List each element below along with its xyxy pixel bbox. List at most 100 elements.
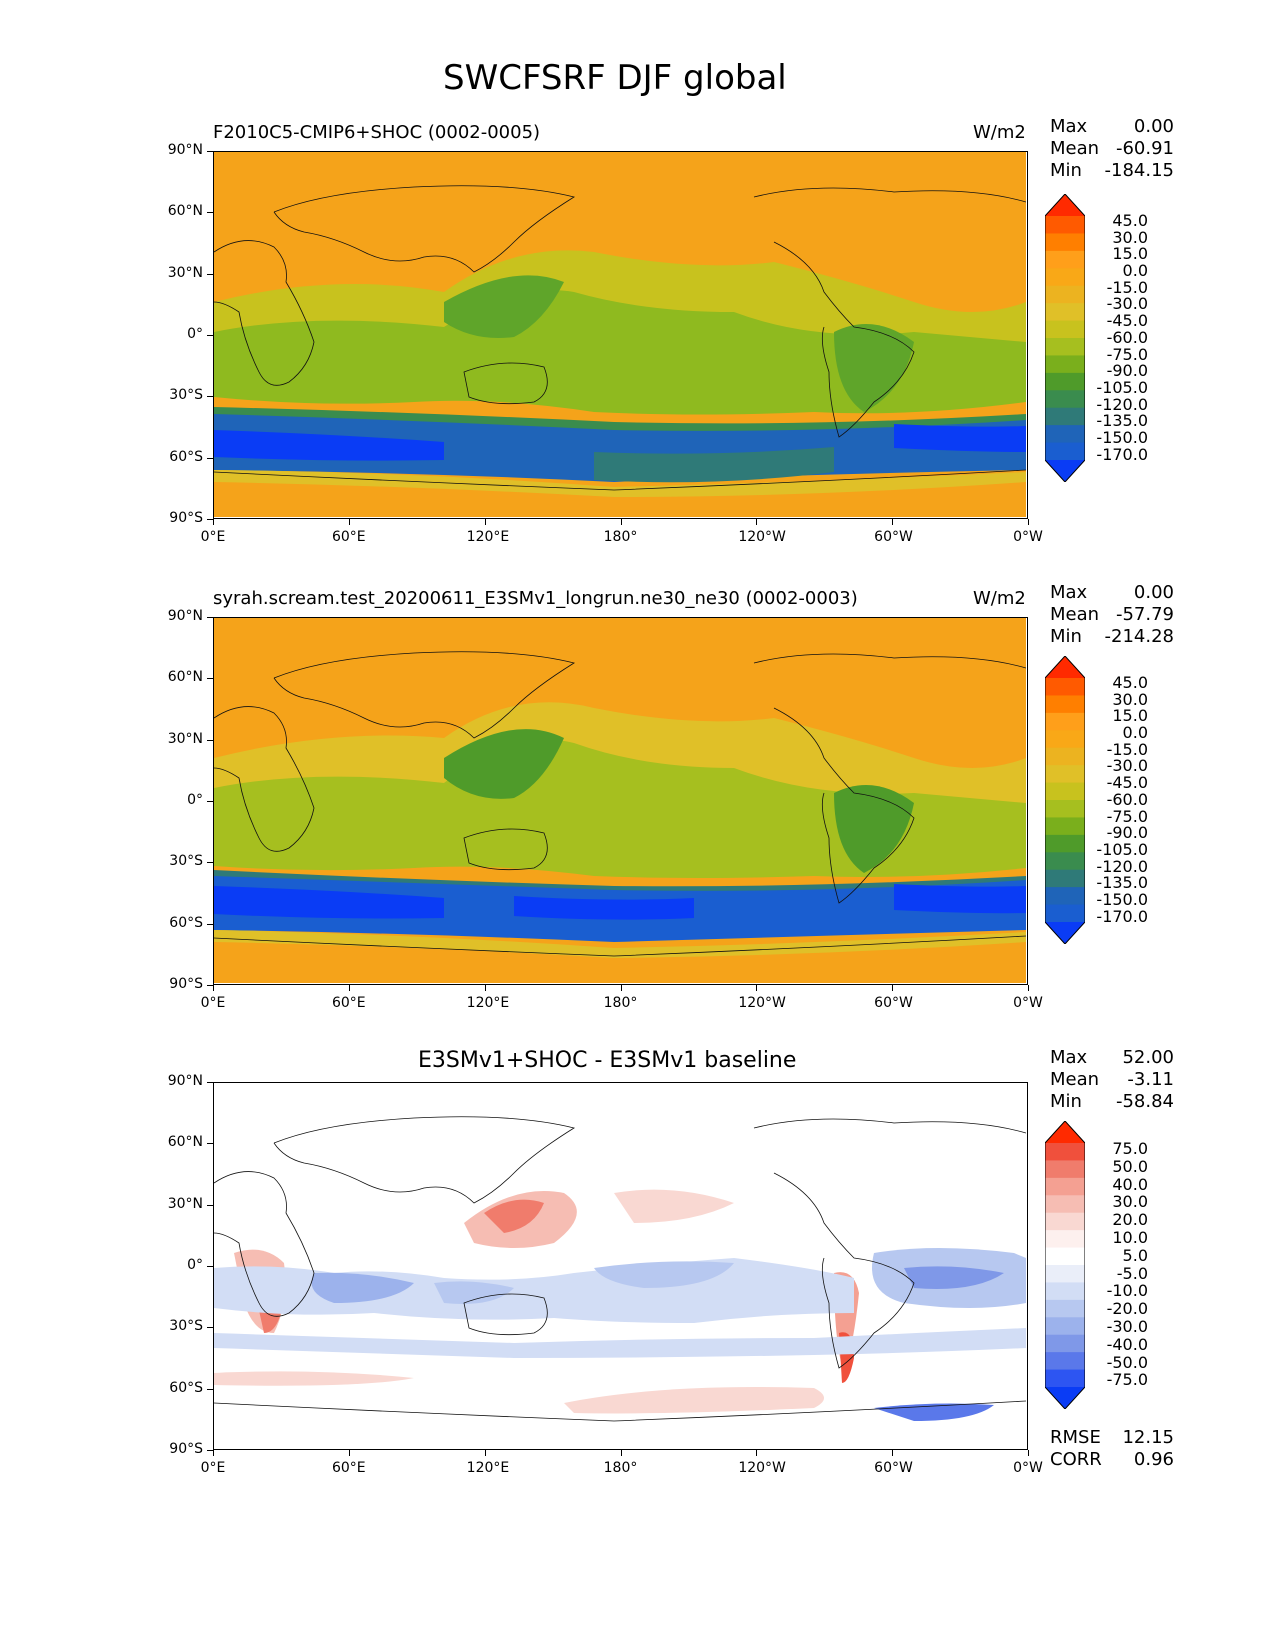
panel1-colorbar — [1044, 193, 1086, 483]
colorbar-segment — [1045, 390, 1085, 409]
x-tick-label: 120°W — [738, 1460, 786, 1476]
panel3-map — [213, 1082, 1028, 1450]
colorbar-segment — [1045, 904, 1085, 923]
colorbar-segment — [1045, 1334, 1085, 1353]
colorbar-label: -45.0 — [1106, 773, 1148, 793]
x-tick-label: 180° — [603, 1460, 638, 1476]
y-tick-label: 30°N — [167, 264, 203, 281]
x-tick-mark — [892, 519, 894, 525]
x-tick-mark — [1028, 519, 1029, 525]
colorbar-label: -150.0 — [1096, 427, 1148, 447]
x-tick-mark — [213, 985, 214, 991]
colorbar-label: -135.0 — [1096, 873, 1148, 893]
panel2-colorbar-labels: 45.0 30.0 15.0 0.0 -15.0 -30.0 -45.0 -60… — [1080, 673, 1148, 925]
colorbar-segment — [1045, 1317, 1085, 1336]
x-tick-mark — [213, 1450, 214, 1456]
stat-max-value: 0.00 — [1133, 582, 1174, 603]
corr-label: CORR — [1050, 1449, 1102, 1470]
y-tick-mark — [207, 862, 213, 864]
y-tick-label: 0° — [187, 326, 203, 342]
colorbar-segment — [1045, 320, 1085, 339]
colorbar-label: 45.0 — [1112, 673, 1148, 692]
panel2-title: syrah.scream.test_20200611_E3SMv1_longru… — [213, 588, 858, 609]
colorbar-segment — [1045, 765, 1085, 784]
panel3-colorbar — [1044, 1120, 1086, 1410]
panel1-map — [213, 151, 1028, 519]
x-tick-mark — [620, 519, 622, 525]
x-tick-mark — [892, 1450, 894, 1456]
x-tick-mark — [620, 1450, 622, 1456]
y-tick-label: 60°N — [167, 203, 203, 220]
colorbar-segment — [1045, 442, 1085, 461]
stat-max-label: Max — [1050, 116, 1088, 137]
x-tick-mark — [756, 519, 758, 525]
x-tick-label: 120°W — [738, 529, 786, 545]
colorbar-segment — [1045, 372, 1085, 391]
y-tick-label: 90°N — [167, 608, 203, 624]
colorbar-label: -170.0 — [1096, 444, 1148, 464]
y-tick-mark — [207, 985, 213, 986]
colorbar-bottom-arrow — [1045, 460, 1085, 482]
colorbar-top-arrow — [1045, 194, 1085, 216]
colorbar-segment — [1045, 1195, 1085, 1214]
y-tick-label: 60°S — [169, 914, 203, 931]
colorbar-top-arrow — [1045, 656, 1085, 678]
stat-mean-value: -3.11 — [1127, 1069, 1174, 1090]
colorbar-label: -30.0 — [1106, 756, 1148, 776]
colorbar-segment — [1045, 338, 1085, 356]
panel2-stats: Max 0.00 Mean -57.79 Min -214.28 — [1050, 582, 1174, 648]
stat-min-label: Min — [1050, 626, 1082, 647]
y-tick-label: 0° — [187, 792, 203, 808]
y-tick-mark — [207, 273, 213, 275]
y-tick-mark — [207, 396, 213, 398]
colorbar-segment — [1045, 1212, 1085, 1231]
stat-max-label: Max — [1050, 582, 1088, 603]
colorbar-segment — [1045, 800, 1085, 818]
rmse-label: RMSE — [1050, 1427, 1101, 1448]
colorbar-label: -15.0 — [1106, 739, 1148, 759]
colorbar-segment — [1045, 1143, 1085, 1161]
colorbar-label: 45.0 — [1112, 211, 1148, 230]
y-tick-mark — [207, 678, 213, 680]
colorbar-segment — [1045, 817, 1085, 836]
colorbar-label: -60.0 — [1106, 327, 1148, 347]
x-tick-label: 120°E — [466, 529, 510, 545]
x-tick-mark — [348, 519, 350, 525]
x-tick-label: 60°W — [874, 1460, 913, 1476]
y-tick-mark — [207, 1266, 213, 1267]
x-tick-label: 60°W — [874, 995, 913, 1011]
x-tick-label: 60°E — [331, 529, 366, 545]
y-tick-label: 90°S — [169, 510, 203, 526]
colorbar-segment — [1045, 1265, 1085, 1283]
colorbar-segment — [1045, 1160, 1085, 1179]
stat-min-value: -184.15 — [1104, 160, 1174, 181]
colorbar-segment — [1045, 747, 1085, 766]
stat-min-label: Min — [1050, 160, 1082, 181]
x-tick-mark — [1028, 985, 1029, 991]
y-tick-mark — [207, 1204, 213, 1206]
colorbar-label: -90.0 — [1106, 361, 1148, 381]
x-tick-label: 0°E — [200, 529, 226, 545]
colorbar-label: 40.0 — [1112, 1174, 1148, 1194]
colorbar-label: 0.0 — [1122, 261, 1148, 281]
stat-mean-value: -60.91 — [1115, 138, 1174, 159]
colorbar-label: -120.0 — [1096, 856, 1148, 876]
colorbar-label: -90.0 — [1106, 823, 1148, 843]
colorbar-segment — [1045, 250, 1085, 269]
stat-max-value: 52.00 — [1122, 1047, 1174, 1068]
colorbar-label: -135.0 — [1096, 411, 1148, 431]
y-tick-label: 60°N — [167, 669, 203, 686]
colorbar-segment — [1045, 233, 1085, 252]
colorbar-bottom-arrow — [1045, 1387, 1085, 1409]
y-tick-label: 60°S — [169, 448, 203, 465]
colorbar-label: -15.0 — [1106, 277, 1148, 297]
colorbar-segment — [1045, 695, 1085, 714]
stat-mean-value: -57.79 — [1115, 604, 1174, 625]
colorbar-label: 15.0 — [1112, 244, 1148, 264]
x-tick-label: 0°E — [200, 995, 226, 1011]
colorbar-segment — [1045, 1369, 1085, 1388]
y-tick-label: 90°S — [169, 976, 203, 992]
stat-max-value: 0.00 — [1133, 116, 1174, 137]
colorbar-segment — [1045, 285, 1085, 304]
y-tick-mark — [207, 923, 213, 925]
